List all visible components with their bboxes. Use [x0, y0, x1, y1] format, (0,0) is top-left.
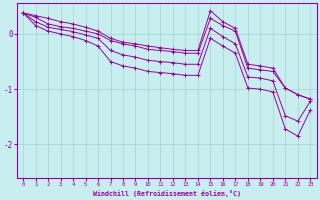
X-axis label: Windchill (Refroidissement éolien,°C): Windchill (Refroidissement éolien,°C) — [93, 190, 241, 197]
